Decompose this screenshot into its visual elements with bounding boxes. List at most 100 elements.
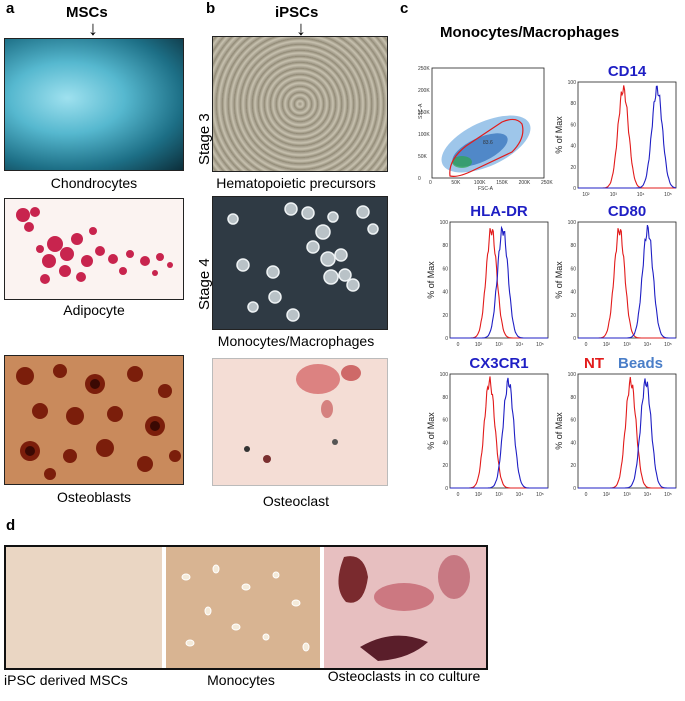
histogram-ylabel: % of Max (554, 116, 564, 154)
scatter-xtick: 250K (541, 180, 553, 186)
histogram-xtick: 10⁵ (664, 492, 672, 498)
osteoclast-image (212, 358, 388, 486)
caption-osteoblasts: Osteoblasts (57, 489, 131, 505)
histogram-cx3cr1: CX3CR1 % of Max 0 20 40 60 80 100 0 10² 10³ 10⁴ 10⁵ (424, 352, 554, 500)
histogram-xtick: 10³ (623, 342, 631, 348)
scatter-xtick: 200K (519, 180, 531, 186)
scatter-ytick: 250K (418, 66, 430, 72)
histogram-axes (449, 373, 549, 489)
histogram-ytick: 80 (570, 243, 576, 249)
mscs-header: MSCs (66, 4, 108, 21)
histogram-xtick: 0 (457, 492, 460, 498)
osteoclast-cells (244, 364, 361, 463)
gate-percentage: 83.6 (483, 140, 493, 146)
histogram-xtick: 10² (475, 492, 483, 498)
histogram-title: CX3CR1 (469, 355, 528, 372)
monocytes-macrophages-header: Monocytes/Macrophages (440, 24, 620, 41)
osteoblasts-image (4, 355, 184, 485)
histogram-ytick: 80 (570, 395, 576, 401)
series-beads-line (450, 225, 548, 339)
caption-ipsc-derived-mscs: iPSC derived MSCs (4, 672, 128, 688)
panel-label-b: b (206, 0, 216, 17)
scatter-ytick: 200K (418, 88, 430, 94)
histogram-ytick: 20 (570, 313, 576, 319)
histogram-ytick: 80 (442, 243, 448, 249)
histogram-xtick: 10⁵ (536, 492, 544, 498)
histogram-ytick: 40 (570, 144, 576, 150)
histogram-axes (577, 221, 677, 339)
scatter-xtick: 50K (451, 180, 461, 186)
histogram-ytick: 60 (570, 122, 576, 128)
monocyte-cells (181, 564, 310, 652)
histogram-ytick: 60 (442, 266, 448, 272)
facs-scatter-plot: 83.6 SSC-A FSC-A 0 50K 100K 150K 200K 250K 0 5… (418, 66, 553, 192)
coculture-cells (338, 555, 470, 661)
scatter-ytick: 100K (418, 132, 430, 138)
histogram-ytick: 100 (568, 220, 577, 226)
osteoclast-coculture-image (324, 547, 486, 668)
stage-4-label: Stage 4 (196, 258, 213, 310)
histogram-xtick: 10³ (610, 192, 618, 198)
histogram-xtick: 10² (582, 192, 590, 198)
panel-d-frame (4, 545, 488, 670)
histogram-xtick: 10⁵ (664, 192, 672, 198)
histogram-ytick: 20 (570, 463, 576, 469)
histogram-ytick: 40 (570, 290, 576, 296)
histogram-ylabel: % of Max (426, 412, 436, 450)
hematopoietic-precursors-image (212, 36, 388, 172)
scatter-xtick: 0 (429, 180, 432, 186)
ipsc-msc-image (6, 547, 162, 668)
scatter-ylabel: SSC-A (418, 103, 424, 119)
caption-adipocyte: Adipocyte (63, 302, 125, 318)
scatter-ytick: 150K (418, 110, 430, 116)
histogram-axes (577, 373, 677, 489)
series-beads-line (450, 377, 548, 489)
histogram-xtick: 10⁵ (536, 342, 544, 348)
scatter-yticks: 0 50K 100K 150K 200K 250K (418, 66, 430, 182)
histogram-xtick: 10³ (623, 492, 631, 498)
histogram-ytick: 0 (573, 486, 576, 492)
histogram-ytick: 40 (570, 440, 576, 446)
caption-hematopoietic-precursors: Hematopoietic precursors (216, 175, 376, 191)
histogram-cd14: CD14 % of Max 0 20 40 60 80 100 10² 10³ 10⁴ 10⁵ (552, 60, 682, 200)
histogram-xtick: 10⁴ (637, 192, 645, 198)
histogram-ytick: 40 (442, 290, 448, 296)
histogram-xtick: 0 (585, 492, 588, 498)
caption-osteoclasts-coculture: Osteoclasts in co culture (327, 668, 481, 684)
scatter-ytick: 50K (418, 154, 428, 160)
histogram-xtick: 0 (585, 342, 588, 348)
osteoblast-nodules (16, 364, 181, 480)
histogram-xtick: 10² (475, 342, 483, 348)
histogram-ytick: 0 (445, 336, 448, 342)
histogram-axes (449, 221, 549, 339)
histogram-xtick: 0 (457, 342, 460, 348)
adipocyte-image (4, 198, 184, 300)
histogram-ytick: 100 (568, 372, 577, 378)
series-beads-line (578, 224, 676, 339)
caption-monocytes-macrophages: Monocytes/Macrophages (217, 333, 375, 349)
scatter-ytick: 0 (418, 176, 421, 182)
histogram-ytick: 100 (568, 80, 577, 86)
histogram-xtick: 10² (603, 342, 611, 348)
histogram-xtick: 10⁴ (516, 342, 524, 348)
histogram-axes (577, 81, 677, 189)
ipscs-header: iPSCs (275, 4, 319, 21)
histogram-ytick: 20 (570, 165, 576, 171)
histogram-ytick: 80 (442, 395, 448, 401)
histogram-xtick: 10³ (495, 342, 503, 348)
histogram-ytick: 0 (573, 186, 576, 192)
legend-nt: NT (584, 355, 604, 372)
macrophage-cells (227, 202, 379, 322)
histogram-xtick: 10² (603, 492, 611, 498)
histogram-ylabel: % of Max (554, 261, 564, 299)
scatter-xtick: 100K (474, 180, 486, 186)
arrow-down-icon: ↓ (88, 18, 98, 40)
series-beads-line (578, 378, 676, 489)
legend-beads: Beads (618, 355, 663, 372)
histogram-title: CD14 (608, 63, 647, 80)
histogram-ytick: 100 (440, 220, 449, 226)
stage-3-label: Stage 3 (196, 113, 213, 165)
caption-chondrocytes: Chondrocytes (50, 175, 138, 191)
scatter-xtick: 150K (496, 180, 508, 186)
arrow-down-icon: ↓ (296, 18, 306, 40)
